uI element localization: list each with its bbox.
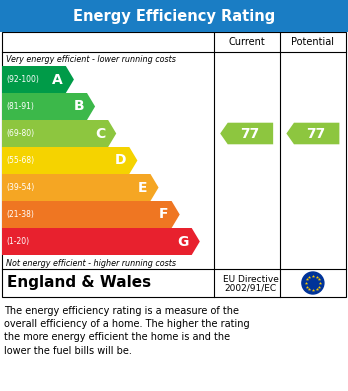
Text: D: D	[115, 154, 126, 167]
Text: (69-80): (69-80)	[6, 129, 34, 138]
Text: (92-100): (92-100)	[6, 75, 39, 84]
Polygon shape	[286, 123, 339, 144]
Bar	[0, 0, 348, 32]
Text: Current: Current	[228, 37, 265, 47]
Text: Not energy efficient - higher running costs: Not energy efficient - higher running co…	[6, 258, 176, 267]
Polygon shape	[2, 147, 137, 174]
Text: The energy efficiency rating is a measure of the
overall efficiency of a home. T: The energy efficiency rating is a measur…	[4, 306, 250, 355]
Text: B: B	[73, 99, 84, 113]
Text: England & Wales: England & Wales	[7, 276, 151, 291]
Text: (1-20): (1-20)	[6, 237, 29, 246]
Polygon shape	[2, 174, 159, 201]
Text: E: E	[138, 181, 148, 194]
Text: F: F	[159, 208, 169, 221]
Text: Very energy efficient - lower running costs: Very energy efficient - lower running co…	[6, 56, 176, 65]
Text: C: C	[95, 127, 105, 140]
Text: 77: 77	[306, 127, 325, 140]
Text: (55-68): (55-68)	[6, 156, 34, 165]
Text: Potential: Potential	[291, 37, 334, 47]
Circle shape	[302, 272, 324, 294]
Text: 77: 77	[240, 127, 259, 140]
Polygon shape	[220, 123, 273, 144]
Text: EU Directive: EU Directive	[223, 274, 279, 283]
Text: G: G	[177, 235, 189, 249]
Text: (21-38): (21-38)	[6, 210, 34, 219]
Polygon shape	[2, 201, 180, 228]
Text: (81-91): (81-91)	[6, 102, 34, 111]
Text: A: A	[52, 72, 63, 86]
Text: Energy Efficiency Rating: Energy Efficiency Rating	[73, 9, 275, 23]
Text: 2002/91/EC: 2002/91/EC	[224, 283, 277, 292]
Text: (39-54): (39-54)	[6, 183, 34, 192]
Polygon shape	[2, 93, 95, 120]
Polygon shape	[2, 120, 116, 147]
Polygon shape	[2, 228, 200, 255]
Polygon shape	[2, 66, 74, 93]
Bar	[2, 32, 346, 297]
